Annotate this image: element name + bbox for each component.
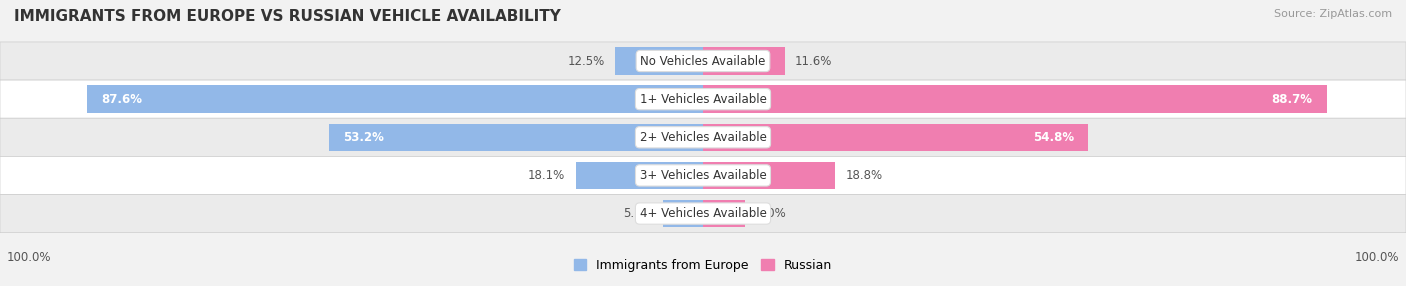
FancyBboxPatch shape: [0, 118, 1406, 156]
Text: 53.2%: 53.2%: [343, 131, 384, 144]
Legend: Immigrants from Europe, Russian: Immigrants from Europe, Russian: [569, 254, 837, 277]
Text: 3+ Vehicles Available: 3+ Vehicles Available: [640, 169, 766, 182]
Text: 18.1%: 18.1%: [529, 169, 565, 182]
Text: 6.0%: 6.0%: [756, 207, 786, 220]
FancyBboxPatch shape: [0, 156, 1406, 194]
FancyBboxPatch shape: [0, 42, 1406, 80]
Bar: [329, 124, 703, 151]
Bar: [703, 124, 1088, 151]
Text: No Vehicles Available: No Vehicles Available: [640, 55, 766, 67]
Text: 88.7%: 88.7%: [1271, 93, 1313, 106]
Text: 100.0%: 100.0%: [1354, 251, 1399, 264]
FancyBboxPatch shape: [0, 80, 1406, 118]
Bar: [703, 86, 1327, 113]
Text: 4+ Vehicles Available: 4+ Vehicles Available: [640, 207, 766, 220]
Text: 12.5%: 12.5%: [568, 55, 605, 67]
Bar: [87, 86, 703, 113]
FancyBboxPatch shape: [0, 194, 1406, 233]
Bar: [576, 162, 703, 189]
Bar: [703, 162, 835, 189]
Bar: [703, 200, 745, 227]
Text: 54.8%: 54.8%: [1033, 131, 1074, 144]
Bar: [664, 200, 703, 227]
Bar: [616, 47, 703, 75]
Text: 11.6%: 11.6%: [796, 55, 832, 67]
Text: 87.6%: 87.6%: [101, 93, 142, 106]
Text: 18.8%: 18.8%: [846, 169, 883, 182]
Text: 1+ Vehicles Available: 1+ Vehicles Available: [640, 93, 766, 106]
Text: 5.7%: 5.7%: [623, 207, 652, 220]
Text: 2+ Vehicles Available: 2+ Vehicles Available: [640, 131, 766, 144]
Bar: [703, 47, 785, 75]
Text: 100.0%: 100.0%: [7, 251, 52, 264]
Text: IMMIGRANTS FROM EUROPE VS RUSSIAN VEHICLE AVAILABILITY: IMMIGRANTS FROM EUROPE VS RUSSIAN VEHICL…: [14, 9, 561, 23]
Text: Source: ZipAtlas.com: Source: ZipAtlas.com: [1274, 9, 1392, 19]
